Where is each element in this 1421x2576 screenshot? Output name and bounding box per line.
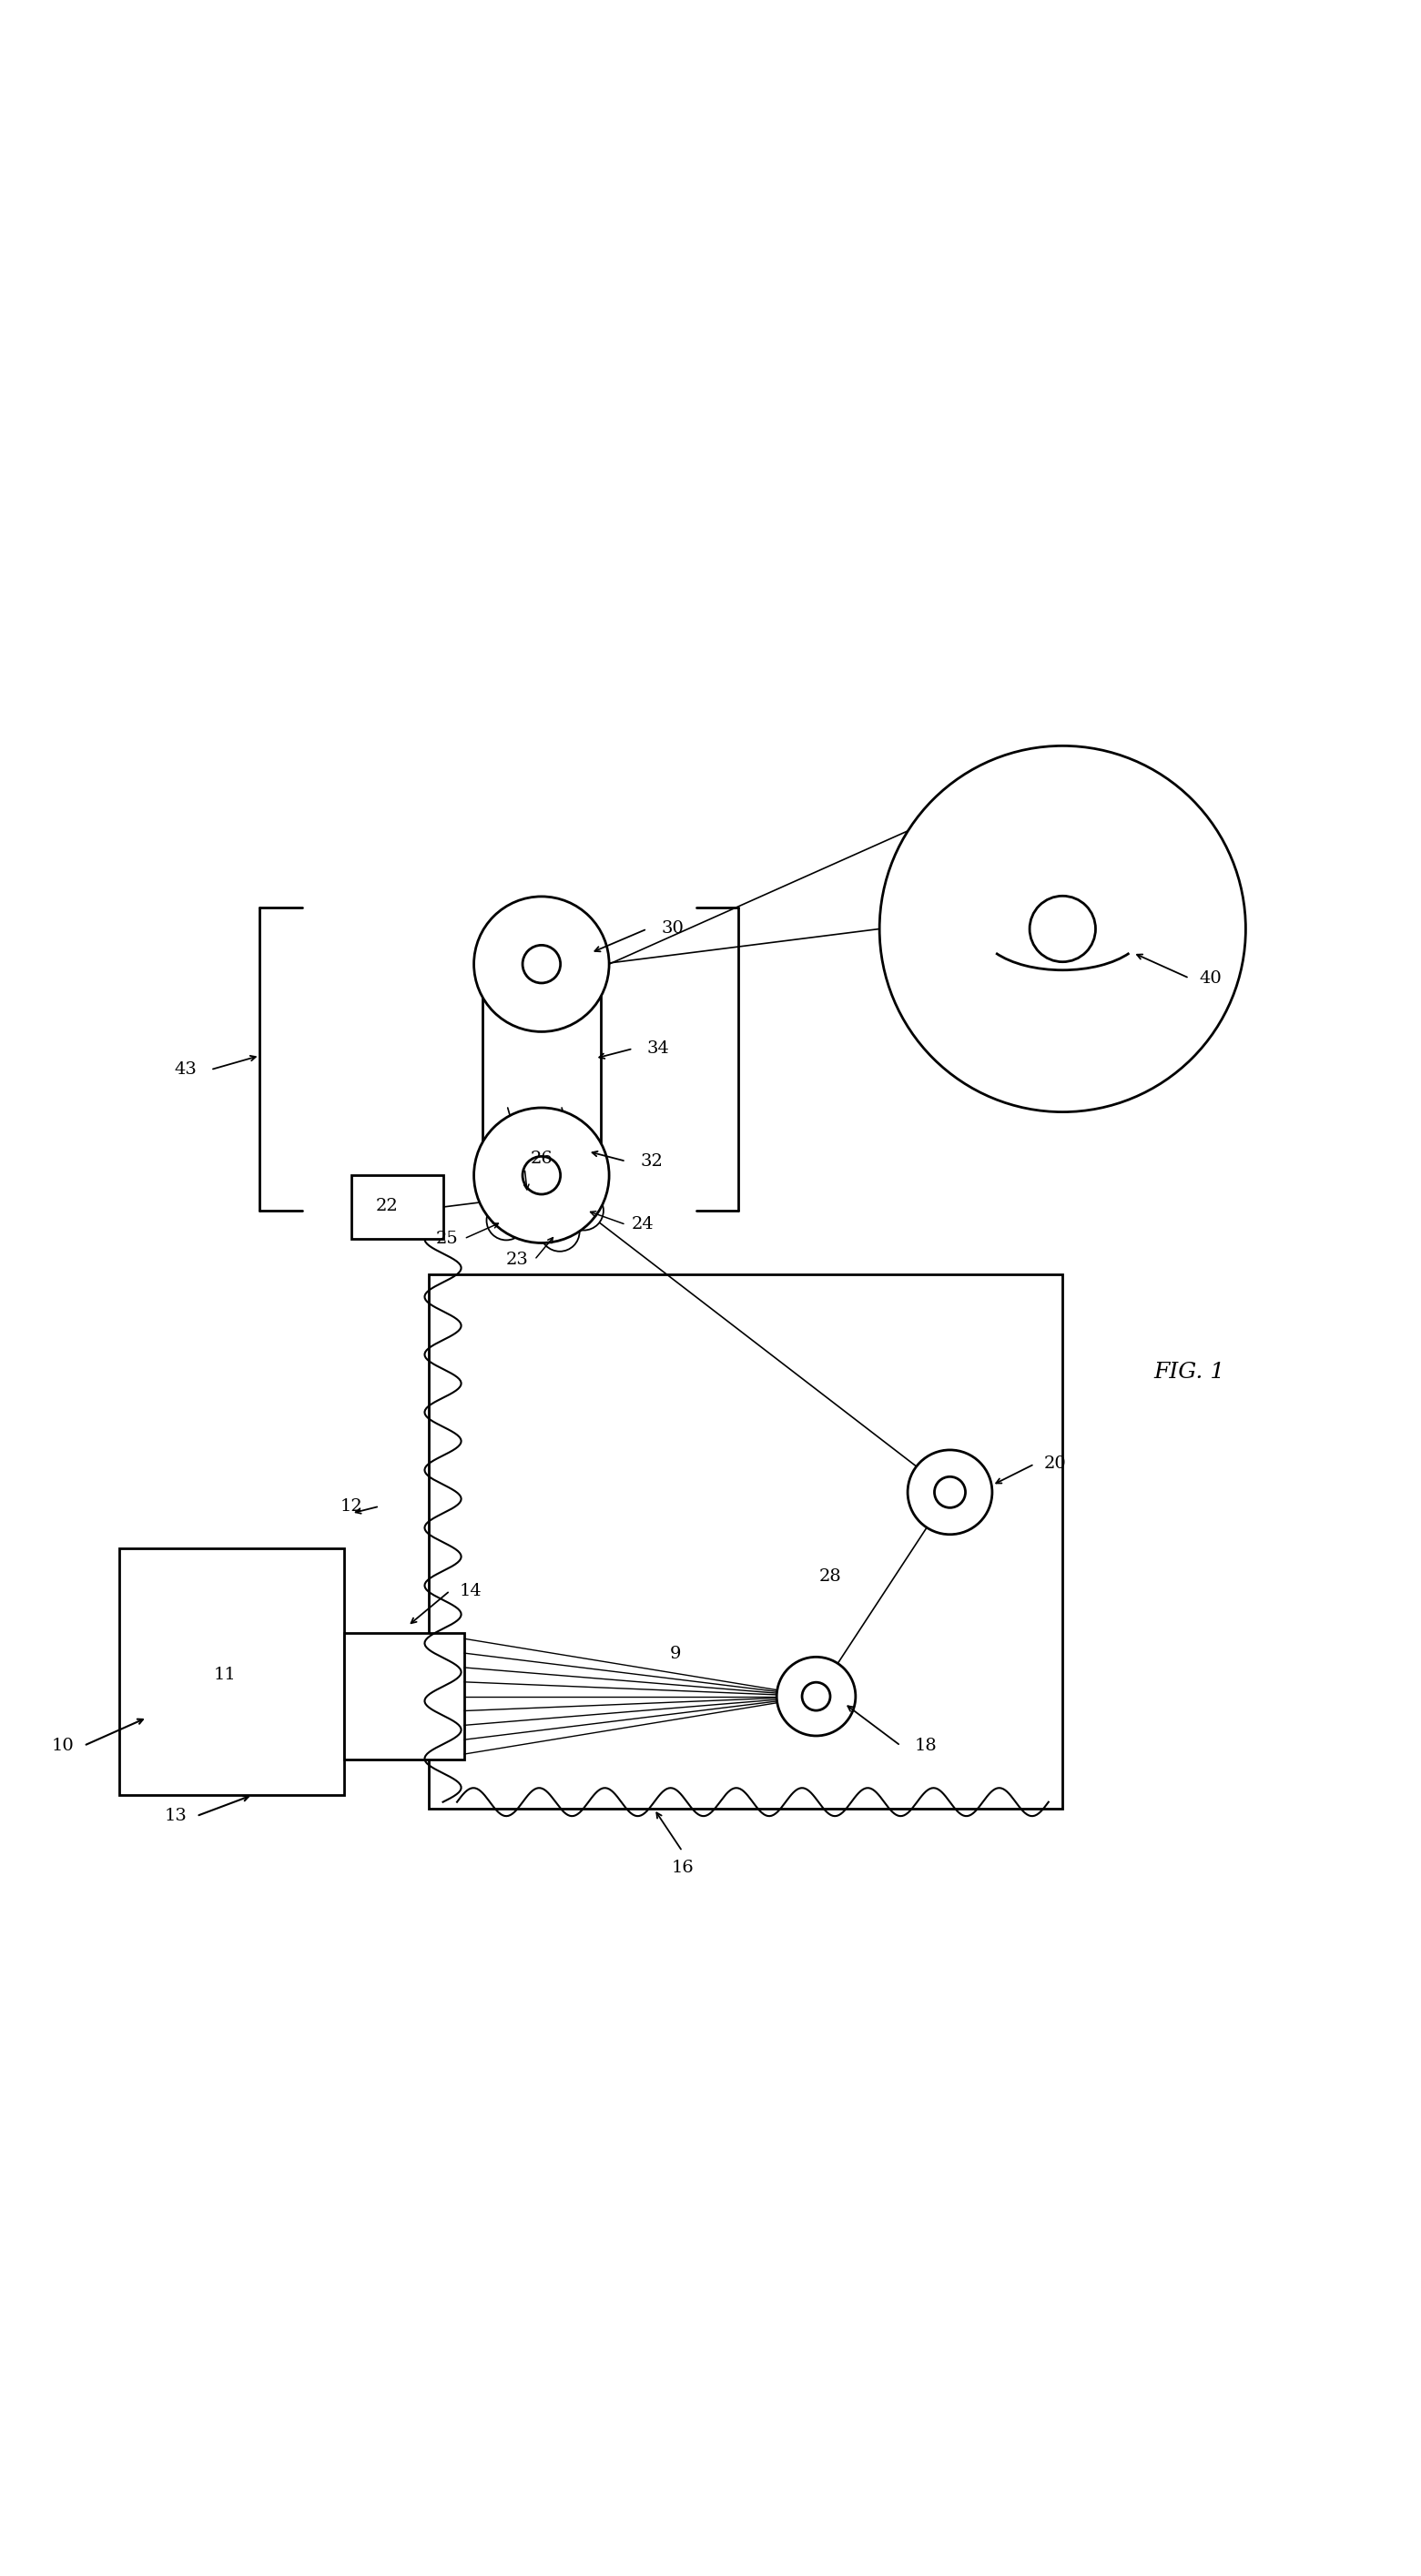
- Circle shape: [777, 1656, 855, 1736]
- Bar: [119, 1548, 344, 1795]
- Text: FIG. 1: FIG. 1: [1154, 1363, 1225, 1383]
- Ellipse shape: [482, 938, 601, 989]
- Text: 9: 9: [669, 1646, 681, 1662]
- Text: 26: 26: [530, 1151, 553, 1167]
- Circle shape: [473, 896, 610, 1033]
- Text: 23: 23: [506, 1252, 529, 1267]
- Circle shape: [507, 1177, 547, 1216]
- Text: 20: 20: [1044, 1455, 1067, 1473]
- Text: 11: 11: [213, 1667, 236, 1685]
- Text: 24: 24: [631, 1216, 654, 1234]
- Text: 13: 13: [163, 1808, 186, 1824]
- Text: 18: 18: [915, 1736, 938, 1754]
- Circle shape: [486, 1200, 526, 1239]
- Text: 10: 10: [51, 1736, 74, 1754]
- Circle shape: [1030, 896, 1096, 961]
- Text: 16: 16: [671, 1860, 693, 1875]
- Bar: [351, 1175, 443, 1239]
- Text: 30: 30: [661, 920, 684, 938]
- Circle shape: [564, 1190, 604, 1231]
- Circle shape: [502, 1216, 512, 1226]
- Circle shape: [578, 1206, 588, 1216]
- Text: 22: 22: [375, 1198, 398, 1213]
- Circle shape: [935, 1476, 965, 1507]
- Circle shape: [523, 1157, 560, 1195]
- Text: 12: 12: [340, 1499, 362, 1515]
- Bar: [429, 1275, 1063, 1808]
- Circle shape: [473, 1108, 610, 1244]
- Circle shape: [554, 1226, 564, 1236]
- Ellipse shape: [482, 1149, 601, 1200]
- Circle shape: [880, 747, 1246, 1113]
- Text: 28: 28: [818, 1569, 841, 1584]
- Bar: [344, 1633, 465, 1759]
- Text: 25: 25: [436, 1231, 459, 1247]
- Text: 14: 14: [460, 1582, 482, 1600]
- Circle shape: [908, 1450, 992, 1535]
- Circle shape: [523, 945, 560, 984]
- Circle shape: [523, 1193, 533, 1200]
- Text: 34: 34: [647, 1041, 669, 1056]
- Text: 43: 43: [173, 1061, 196, 1077]
- Text: 40: 40: [1199, 971, 1222, 987]
- Circle shape: [540, 1211, 580, 1252]
- Circle shape: [801, 1682, 830, 1710]
- Text: 32: 32: [639, 1154, 662, 1170]
